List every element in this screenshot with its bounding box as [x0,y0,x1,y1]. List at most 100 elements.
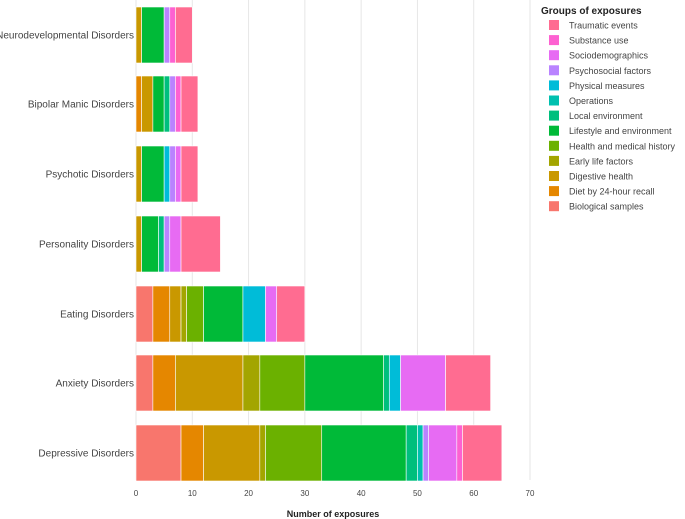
bar-segment [141,75,154,133]
bar-segment [141,215,159,273]
bar-segment [242,285,266,343]
legend-swatch [549,125,559,136]
legend-item-label: Local environment [569,111,643,121]
legend-swatch [549,140,559,151]
bar-segment [152,285,171,343]
category-label: Depressive Disorders [38,449,134,460]
bar-segment [265,285,278,343]
x-axis-title: Number of exposures [287,509,380,519]
bar-segment [175,354,244,412]
legend-swatch [549,171,559,181]
legend-swatch [549,95,559,106]
x-tick-label: 0 [134,489,139,498]
bar-segment [422,424,429,482]
bar-segment [462,424,503,482]
bar-segment [321,424,407,482]
bar-segment [158,215,165,273]
category-label: Bipolar Manic Disorders [28,100,134,111]
legend-swatch [549,201,559,212]
legend-item-label: Early life factors [569,156,634,166]
bar-segment [456,424,463,482]
category-label: Psychotic Disorders [46,170,134,181]
bar-segment [180,215,221,273]
bar-segment [400,354,446,412]
bar-segment [383,354,390,412]
legend-item-label: Health and medical history [569,141,676,151]
bar-segment [163,145,171,203]
legend-item-label: Substance use [569,36,629,46]
bar-segment [405,424,418,482]
bar-segment [445,354,491,412]
bar-segment [163,75,171,133]
legend-swatch [549,20,559,30]
x-tick-label: 60 [469,489,478,498]
bar-segment [186,285,204,343]
bar-segment [135,6,142,64]
bar-segment [242,354,261,412]
bar-segment [135,215,142,273]
bar-segment [163,6,171,64]
bar-segment [417,424,424,482]
x-axis: 0 10 20 30 40 50 60 70 [134,489,535,498]
legend: Groups of exposures Traumatic events Subs… [541,6,676,212]
bar-segment [175,6,193,64]
bar-segment [141,145,165,203]
bar-segment [304,354,384,412]
legend-item-label: Lifestyle and environment [569,126,672,136]
legend-swatch [549,65,559,76]
legend-item-label: Diet by 24-hour recall [569,187,655,197]
category-label: Personality Disorders [39,240,134,251]
legend-swatch [549,80,559,91]
x-tick-label: 50 [413,489,422,498]
legend-swatch [549,155,559,166]
bar-segment [259,354,306,412]
bar-segment [175,75,182,133]
bar-segment [135,145,142,203]
bar-segment [175,145,182,203]
bar-segment [388,354,401,412]
legend-swatch [549,110,559,121]
bar-segment [163,215,171,273]
legend-item-label: Biological samples [569,202,644,212]
bar-segment [428,424,458,482]
x-tick-label: 70 [526,489,535,498]
legend-item-label: Psychosocial factors [569,66,652,76]
bar-segment [169,145,176,203]
bar-segment [276,285,306,343]
bar-segment [169,215,182,273]
legend-swatch [549,35,559,46]
x-tick-label: 10 [188,489,197,498]
bar-segment [169,6,176,64]
bar-segment [169,75,176,133]
legend-item-label: Traumatic events [569,21,638,31]
bar-segment [180,285,187,343]
bar-segment [135,354,154,412]
y-axis-category-labels: Neurodevelopmental Disorders Bipolar Mani… [0,31,134,460]
bar-segment [135,424,182,482]
bar-segment [180,424,204,482]
bar-segment [141,6,165,64]
bar-segment [169,285,182,343]
bar-segment [152,354,176,412]
bar-segment [203,424,261,482]
bar-segment [259,424,266,482]
bar-segment [265,424,323,482]
legend-item-label: Operations [569,96,614,106]
category-label: Neurodevelopmental Disorders [0,31,134,42]
bar-segment [152,75,165,133]
legend-item-label: Sociodemographics [569,51,649,61]
bar-segment [180,75,199,133]
x-tick-label: 40 [357,489,366,498]
bar-segment [180,145,199,203]
legend-item-label: Physical measures [569,81,645,91]
x-tick-label: 20 [244,489,253,498]
legend-swatch [549,50,559,61]
legend-item-label: Digestive health [569,172,633,182]
legend-swatch [549,186,559,197]
bar-segment [135,75,142,133]
legend-title: Groups of exposures [541,6,642,17]
category-label: Eating Disorders [60,310,134,321]
bars [135,6,503,482]
bar-segment [203,285,244,343]
